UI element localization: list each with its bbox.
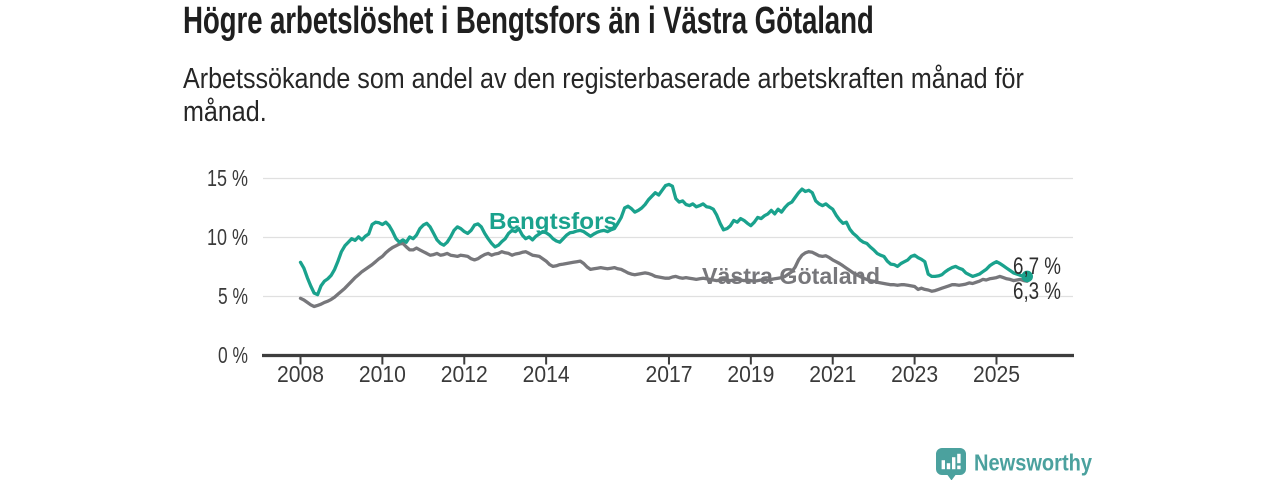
newsworthy-wordmark: Newsworthy <box>974 450 1092 476</box>
series-label: Bengtsfors <box>489 208 617 234</box>
x-tick-label: 2012 <box>441 361 488 387</box>
y-tick-label: 10 % <box>207 224 248 250</box>
x-tick-label: 2019 <box>727 361 774 387</box>
label-layer: Bengtsfors 6,7 % Västra Götaland 6,3 % <box>489 208 1061 305</box>
x-tick-label: 2021 <box>809 361 856 387</box>
line-v-stra-g-taland <box>298 241 1029 309</box>
x-axis: 2008 2010 2012 2014 2017 2019 2021 2023 2025 <box>262 353 1074 387</box>
y-tick-label: 15 % <box>207 165 248 191</box>
x-tick-label: 2014 <box>523 361 570 387</box>
x-tick-label: 2025 <box>973 361 1020 387</box>
grid-layer: 0 % 5 % 10 % 15 % <box>207 165 1073 368</box>
page-title: Högre arbetslöshet i Bengtsfors än i Väs… <box>183 0 874 42</box>
end-dot <box>1021 270 1033 283</box>
series-layer <box>298 182 1033 309</box>
x-tick-label: 2008 <box>277 361 324 387</box>
x-tick-label: 2023 <box>891 361 938 387</box>
newsworthy-logo: Newsworthy <box>936 448 1092 480</box>
y-tick-label: 5 % <box>218 283 248 309</box>
end-value-label: 6,3 % <box>1013 278 1061 305</box>
y-tick-label: 0 % <box>218 342 248 368</box>
series-label: Västra Götaland <box>702 263 880 289</box>
x-tick-label: 2010 <box>359 361 406 387</box>
chart-subtitle: Arbetssökande som andel av den registerb… <box>183 63 1024 128</box>
logo-bars-icon <box>941 453 961 470</box>
logo-pin-icon <box>936 448 966 480</box>
end-value-label: 6,7 % <box>1013 253 1061 280</box>
line-bengtsfors <box>298 182 1029 297</box>
x-tick-label: 2017 <box>645 361 692 387</box>
